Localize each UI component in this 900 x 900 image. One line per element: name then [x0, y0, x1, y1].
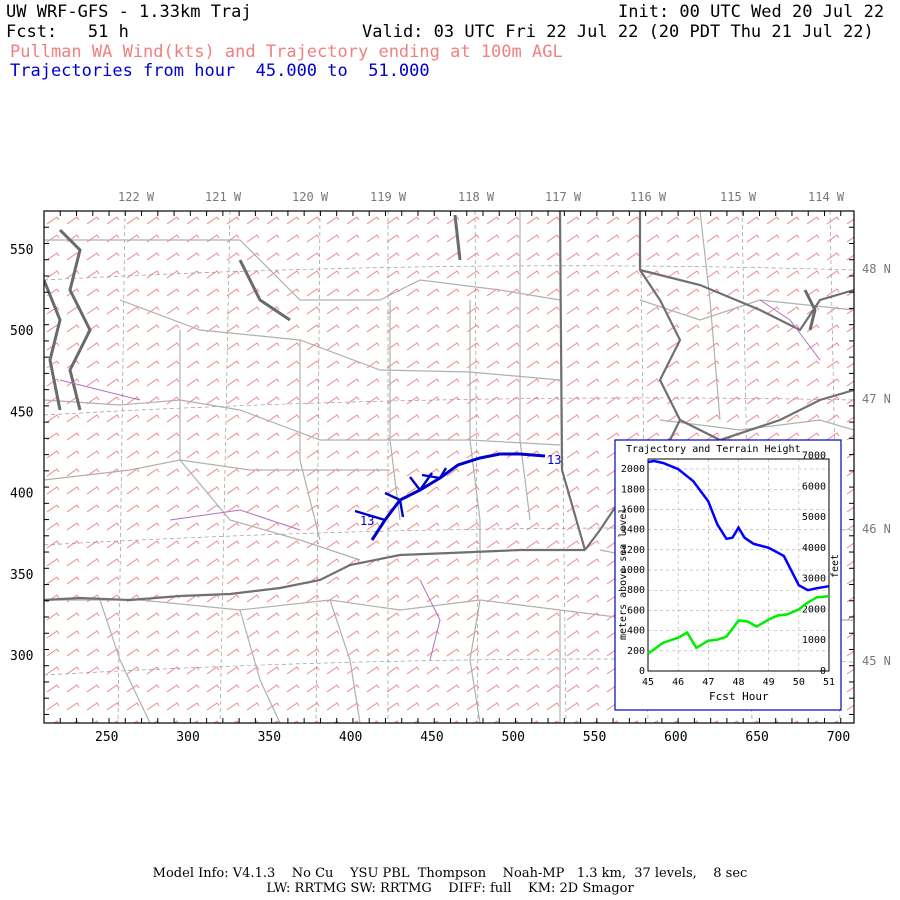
x-tick-label: 350 — [258, 730, 281, 745]
x-tick-label: 700 — [827, 730, 850, 745]
valid-time: Valid: 03 UTC Fri 22 Jul 22 (20 PDT Thu … — [362, 22, 874, 42]
inset-y-right-tick: 1000 — [802, 635, 826, 646]
x-tick-label: 300 — [176, 730, 199, 745]
lon-label: 115 W — [720, 190, 757, 204]
inset-y-tick: 2000 — [621, 464, 645, 475]
inset-xlabel: Fcst Hour — [709, 690, 769, 703]
inset-y-right-tick: 4000 — [802, 543, 826, 554]
lon-label: 116 W — [630, 190, 667, 204]
lon-label: 119 W — [370, 190, 407, 204]
x-tick-label: 400 — [339, 730, 362, 745]
x-tick-label: 550 — [583, 730, 606, 745]
terrain-height-line — [647, 595, 830, 655]
y-tick-label: 500 — [10, 324, 33, 339]
inset-x-tick: 47 — [702, 677, 714, 688]
inset-y-tick: 1800 — [621, 484, 645, 495]
inset-y-right-tick: 5000 — [802, 512, 826, 523]
x-tick-label: 500 — [502, 730, 525, 745]
lat-label: 48 N — [862, 262, 891, 276]
inset-x-tick: 51 — [823, 677, 835, 688]
y-tick-label: 300 — [10, 649, 33, 664]
inset-chart: Trajectory and Terrain Height 0 200 400 600… — [614, 439, 842, 711]
map-subtitle: Pullman WA Wind(kts) and Trajectory endi… — [10, 42, 563, 62]
inset-y-tick: 1000 — [621, 565, 645, 576]
inset-y-tick: 0 — [639, 666, 645, 677]
inset-ylabel-left: meters above sea level — [618, 508, 629, 640]
lon-label: 120 W — [292, 190, 329, 204]
trajectory-height-line — [647, 459, 830, 592]
init-time: Init: 00 UTC Wed 20 Jul 22 — [618, 2, 885, 22]
river-features — [59, 299, 821, 661]
inset-y-right-tick: 3000 — [802, 574, 826, 585]
inset-y-tick: 200 — [627, 646, 645, 657]
inset-x-tick: 50 — [793, 677, 805, 688]
lat-label: 45 N — [862, 654, 891, 668]
lat-label: 47 N — [862, 392, 891, 406]
lon-label: 114 W — [808, 190, 845, 204]
inset-y-right-tick: 7000 — [802, 451, 826, 462]
inset-y-tick: 400 — [627, 626, 645, 637]
x-tick-label: 250 — [95, 730, 118, 745]
inset-y-right-tick: 6000 — [802, 481, 826, 492]
inset-y-tick: 800 — [627, 585, 645, 596]
y-tick-label: 400 — [10, 487, 33, 502]
inset-title: Trajectory and Terrain Height — [626, 444, 801, 455]
inset-x-tick: 45 — [642, 677, 654, 688]
trajectory-start-label: 13 — [360, 514, 374, 528]
inset-y-tick: 1600 — [621, 504, 645, 515]
trajectory-range: Trajectories from hour 45.000 to 51.000 — [10, 61, 430, 81]
y-tick-label: 450 — [10, 405, 33, 420]
inset-y-right-tick: 2000 — [802, 604, 826, 615]
y-tick-label: 350 — [10, 568, 33, 583]
coastline — [44, 214, 817, 411]
lat-label: 46 N — [862, 522, 891, 536]
model-info-line2: LW: RRTMG SW: RRTMG DIFF: full KM: 2D Sm… — [266, 881, 634, 896]
x-tick-label: 600 — [664, 730, 687, 745]
x-tick-label: 650 — [745, 730, 768, 745]
inset-x-tick: 46 — [672, 677, 684, 688]
lon-label: 122 W — [118, 190, 155, 204]
lon-label: 121 W — [205, 190, 242, 204]
county-borders — [44, 211, 854, 723]
inset-y-tick: 1400 — [621, 525, 645, 536]
inset-y-right-tick: 0 — [820, 666, 826, 677]
forecast-hour: Fcst: 51 h — [6, 22, 129, 42]
trajectory-path: 13 13 — [354, 452, 561, 541]
map-frame — [43, 210, 855, 724]
trajectory-end-label: 13 — [547, 453, 561, 467]
map-title: UW WRF-GFS - 1.33km Traj — [6, 2, 252, 22]
y-tick-label: 550 — [10, 243, 33, 258]
inset-x-tick: 49 — [763, 677, 775, 688]
inset-ylabel-right: feet — [830, 554, 841, 578]
inset-x-tick: 48 — [732, 677, 744, 688]
state-borders — [44, 211, 854, 602]
model-info-line1: Model Info: V4.1.3 No Cu YSU PBL Thompso… — [152, 866, 748, 881]
lon-label: 117 W — [545, 190, 582, 204]
inset-y-tick: 1200 — [621, 545, 645, 556]
lon-label: 118 W — [458, 190, 495, 204]
x-tick-label: 450 — [420, 730, 443, 745]
inset-y-tick: 600 — [627, 605, 645, 616]
